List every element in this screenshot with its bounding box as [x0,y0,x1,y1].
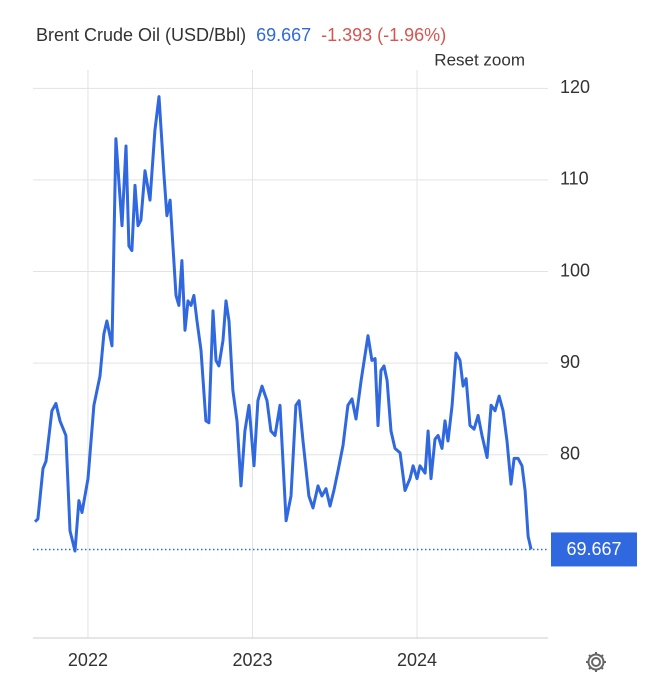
reset-zoom[interactable]: Reset zoom [434,50,525,69]
chart-title: Brent Crude Oil (USD/Bbl) [36,25,246,45]
price-line [33,95,533,553]
y-tick-label: 80 [560,444,580,464]
price: 69.667 [256,25,311,45]
y-tick-label: 100 [560,260,590,280]
x-tick-label: 2023 [232,650,272,670]
change: -1.393 (-1.96%) [321,25,446,45]
x-tick-label: 2022 [68,650,108,670]
y-tick-label: 120 [560,77,590,97]
y-tick-label: 90 [560,352,580,372]
y-tick-label: 110 [560,169,589,189]
settings-icon[interactable] [586,652,606,672]
last-value-box [551,532,637,567]
x-tick-label: 2024 [397,650,437,670]
last-value-label: 69.667 [566,539,621,559]
header: Brent Crude Oil (USD/Bbl) 69.667 -1.393 (-… [36,25,446,45]
